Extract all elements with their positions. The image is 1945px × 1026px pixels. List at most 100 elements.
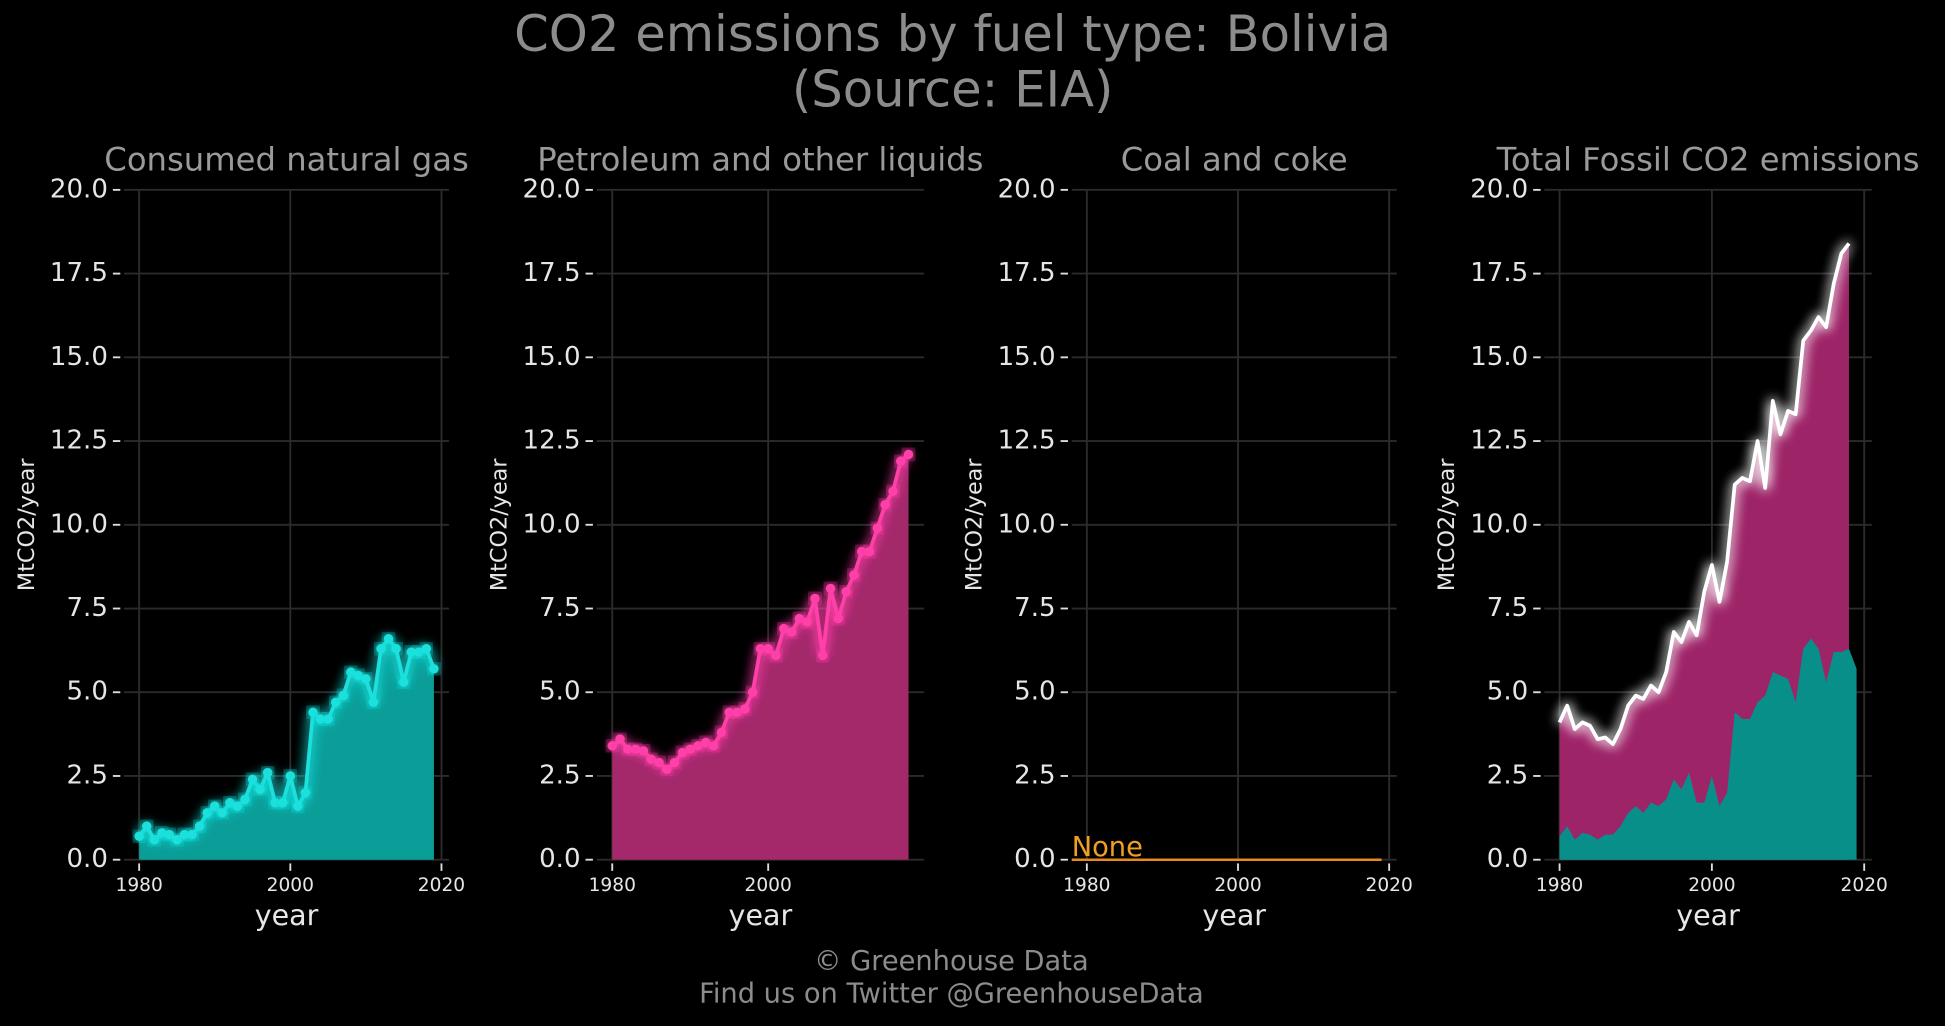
x-tick-label: 2020 (418, 875, 465, 896)
y-tick-label: 7.5 (1014, 593, 1055, 623)
y-tick-label: 0.0 (67, 844, 108, 874)
footer-line: Find us on Twitter @GreenhouseData (699, 978, 1204, 1009)
data-point (285, 771, 296, 781)
x-axis-label: year (1202, 899, 1266, 932)
y-tick-label: 17.5 (50, 258, 108, 288)
data-point (779, 623, 789, 634)
y-tick-label: 20.0 (523, 174, 581, 204)
footer-line: © Greenhouse Data (814, 946, 1089, 977)
data-point (247, 774, 258, 785)
x-tick-label: 1980 (1063, 875, 1110, 896)
panel: Coal and coke 0.0 2.5 5.0 7.5 10.0 12.5 15.0 17.… (961, 140, 1412, 931)
data-point (270, 798, 280, 808)
y-tick-label: 0.0 (1487, 844, 1528, 874)
data-point (786, 627, 797, 637)
data-point (293, 801, 303, 811)
y-tick-label: 20.0 (50, 174, 108, 204)
data-point (849, 570, 859, 580)
data-point (623, 744, 633, 754)
data-point (693, 741, 703, 751)
x-axis-label: year (255, 899, 319, 932)
data-point (701, 737, 711, 748)
panel: Consumed natural gas 0.0 2.5 5.0 7.5 10.0 12.5… (14, 140, 469, 931)
y-tick-label: 5.0 (67, 677, 108, 707)
data-point (179, 829, 190, 840)
data-point (654, 757, 664, 768)
data-point (763, 643, 773, 654)
data-point (398, 677, 409, 687)
x-tick-label: 2020 (1366, 875, 1413, 896)
data-point (429, 664, 439, 674)
data-point (872, 523, 883, 533)
data-point (864, 546, 875, 557)
data-point (142, 821, 152, 831)
panel-title: Petroleum and other liquids (537, 140, 983, 178)
data-point (857, 546, 867, 557)
panel-title: Consumed natural gas (104, 140, 468, 178)
data-point (615, 734, 625, 744)
y-axis-label: MtCO2/year (14, 458, 40, 591)
data-point (747, 687, 758, 697)
data-point (330, 697, 341, 708)
y-tick-label: 10.0 (523, 509, 581, 539)
data-point (346, 667, 356, 677)
panel: Total Fossil CO2 emissions 0.0 2.5 5.0 7.5 10… (1434, 140, 1919, 931)
data-point (262, 767, 273, 778)
x-tick-label: 2000 (267, 875, 314, 896)
area (139, 638, 434, 860)
data-point (368, 697, 379, 708)
data-point (391, 643, 401, 654)
data-point (732, 707, 742, 718)
x-tick-label: 2000 (745, 875, 792, 896)
y-tick-label: 20.0 (1470, 174, 1528, 204)
data-point (323, 714, 333, 724)
y-tick-label: 0.0 (1014, 844, 1055, 874)
data-point (202, 808, 212, 818)
data-point (255, 784, 265, 795)
data-point (669, 757, 680, 768)
panel-title: Total Fossil CO2 emissions (1496, 140, 1920, 178)
data-point (771, 650, 781, 661)
data-point (646, 754, 656, 764)
data-point (638, 746, 649, 756)
x-tick-label: 2000 (1688, 875, 1735, 896)
y-tick-label: 20.0 (998, 174, 1056, 204)
data-point (607, 741, 617, 751)
data-point (194, 821, 205, 831)
data-point (740, 704, 750, 714)
data-point (421, 643, 432, 654)
y-tick-label: 12.5 (523, 426, 581, 456)
y-tick-label: 17.5 (1470, 258, 1528, 288)
data-point (300, 788, 311, 798)
x-tick-label: 1980 (1536, 875, 1583, 896)
y-axis-label: MtCO2/year (961, 458, 987, 591)
area (1559, 638, 1857, 860)
y-tick-label: 5.0 (1014, 677, 1055, 707)
data-point (149, 834, 159, 845)
title-line: CO2 emissions by fuel type: Bolivia (514, 5, 1391, 63)
y-axis-label: MtCO2/year (486, 458, 512, 591)
data-point (172, 834, 182, 845)
y-tick-label: 12.5 (1470, 426, 1528, 456)
data-point (361, 674, 371, 684)
x-tick-label: 2020 (1841, 875, 1888, 896)
data-point (685, 744, 695, 754)
data-point (187, 829, 197, 840)
y-tick-label: 7.5 (67, 593, 108, 623)
data-point (630, 744, 641, 754)
data-point (134, 831, 144, 841)
y-tick-label: 5.0 (539, 677, 580, 707)
panel-title: Coal and coke (1121, 140, 1348, 178)
data-point (164, 829, 175, 840)
y-tick-label: 12.5 (50, 426, 108, 456)
x-axis-label: year (1676, 899, 1740, 932)
data-point (308, 707, 318, 718)
y-tick-label: 15.0 (1470, 342, 1528, 372)
data-point (376, 643, 386, 654)
y-tick-label: 15.0 (998, 342, 1056, 372)
data-point (414, 647, 424, 657)
y-tick-label: 10.0 (998, 509, 1056, 539)
y-tick-label: 10.0 (1470, 509, 1528, 539)
data-point (210, 801, 220, 811)
